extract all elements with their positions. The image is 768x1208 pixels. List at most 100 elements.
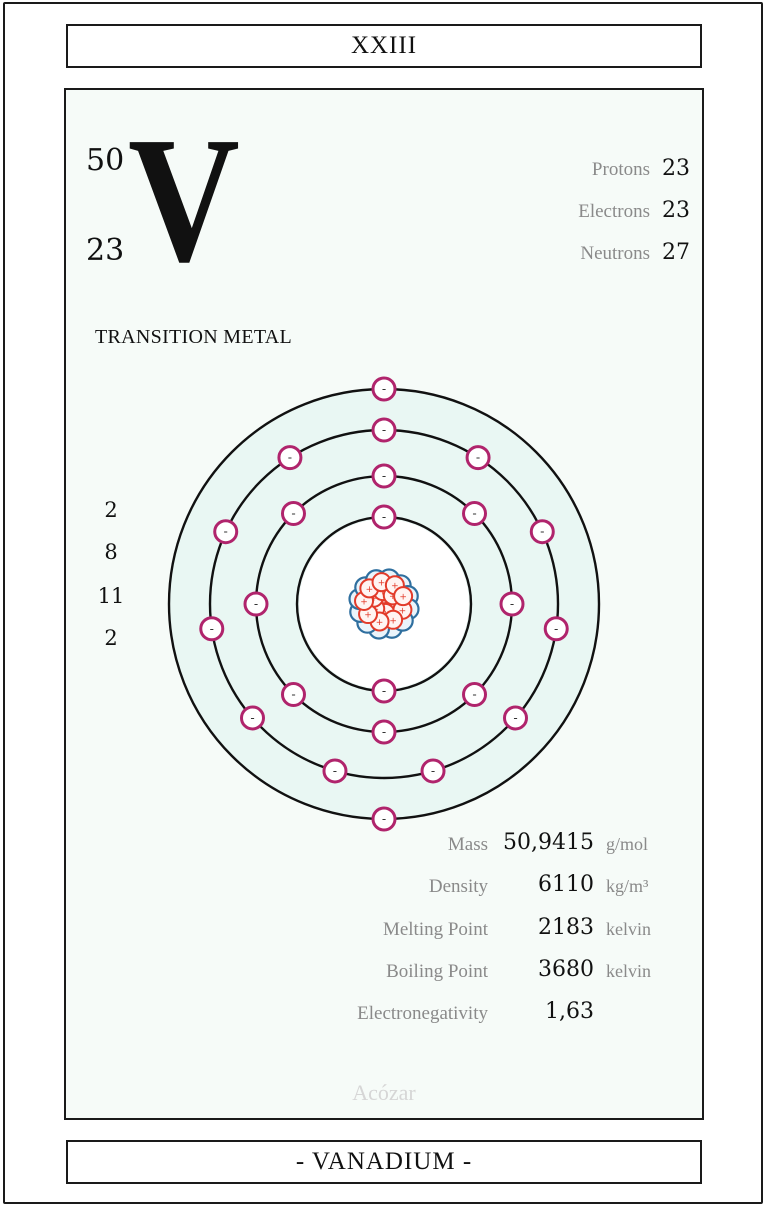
particle-value: 27 (662, 240, 690, 265)
proton (393, 586, 414, 607)
electron (371, 504, 397, 530)
electron-charge: - (291, 688, 295, 702)
property-unit: g/mol (606, 834, 649, 854)
property-row-boiling-point: Boiling Point 3680 kelvin (300, 957, 680, 987)
electron-charge: - (472, 506, 476, 520)
property-value: 1,63 (545, 999, 594, 1024)
electron (371, 376, 397, 402)
shell-count: 11 (97, 584, 125, 608)
proton-charge: + (376, 618, 384, 628)
particle-row-electrons: Electrons 23 (578, 198, 690, 223)
electron (371, 463, 397, 489)
electron (371, 719, 397, 745)
electron (462, 682, 488, 708)
electron-charge: - (288, 451, 292, 465)
shell-count: 2 (104, 498, 118, 522)
property-value: 3680 (538, 957, 594, 982)
property-unit: kelvin (606, 919, 651, 939)
property-value: 2183 (538, 915, 594, 940)
electron (239, 705, 265, 731)
electron (371, 678, 397, 704)
proton-charge: + (379, 588, 387, 598)
electron (529, 519, 555, 545)
electron (280, 682, 306, 708)
electron-charge: - (382, 423, 386, 437)
proton-charge: + (378, 579, 386, 589)
electron-charge: - (382, 469, 386, 483)
card-number: XXIII (350, 32, 418, 59)
electron-charge: - (382, 510, 386, 524)
electron (462, 500, 488, 526)
electron (243, 591, 269, 617)
property-label: Mass (447, 834, 488, 855)
proton-charge: + (399, 606, 407, 616)
electron (499, 591, 525, 617)
property-label: Density (428, 876, 488, 897)
particle-label: Neutrons (580, 243, 650, 264)
electron-charge: - (510, 597, 514, 611)
property-row-electronegativity: Electronegativity 1,63 (300, 999, 680, 1029)
electron (280, 500, 306, 526)
particle-value: 23 (662, 198, 690, 223)
electron-charge: - (382, 725, 386, 739)
proton-charge: + (360, 597, 368, 607)
property-label: Boiling Point (386, 961, 488, 982)
shell-count: 2 (104, 626, 118, 650)
particle-label: Electrons (578, 201, 650, 222)
particle-value: 23 (662, 156, 690, 181)
bohr-atom-diagram: ++++++++++++++++----------------------- (167, 376, 601, 832)
element-name: - VANADIUM - (295, 1148, 473, 1175)
electron (465, 445, 491, 471)
electron (322, 758, 348, 784)
property-unit: kelvin (606, 961, 651, 981)
card-outer-frame (3, 2, 763, 1204)
electron-charge: - (472, 688, 476, 702)
property-row-density: Density 6110 kg/m³ (300, 872, 680, 902)
proton-charge: + (399, 593, 407, 603)
atomic-number: 23 (86, 233, 125, 268)
electron-charge: - (476, 451, 480, 465)
proton-charge: + (364, 611, 372, 621)
author-signature: Acózar (352, 1080, 416, 1105)
electron-charge: - (382, 684, 386, 698)
property-unit: kg/m³ (606, 876, 649, 896)
electron-charge: - (291, 506, 295, 520)
electron (543, 616, 569, 642)
electron-charge: - (250, 711, 254, 725)
particle-row-neutrons: Neutrons 27 (580, 240, 690, 265)
particle-row-protons: Protons 23 (591, 156, 690, 181)
electron-charge: - (382, 812, 386, 826)
element-category: TRANSITION METAL (95, 326, 293, 348)
proton-charge: + (391, 582, 399, 592)
proton-charge: + (389, 592, 397, 602)
proton-charge: + (389, 616, 397, 626)
property-label: Melting Point (382, 919, 488, 940)
property-row-mass: Mass 50,9415 g/mol (300, 830, 680, 860)
electron (371, 417, 397, 443)
electron-charge: - (431, 764, 435, 778)
element-name-banner: - VANADIUM - (66, 1140, 702, 1184)
electron-charge: - (554, 622, 558, 636)
electron-charge: - (513, 711, 517, 725)
electron (371, 806, 397, 832)
electron-charge: - (254, 597, 258, 611)
property-label: Electronegativity (357, 1003, 488, 1024)
shell-count: 8 (104, 540, 118, 564)
element-symbol: V (128, 100, 240, 299)
electron-charge: - (382, 382, 386, 396)
property-value: 6110 (538, 872, 594, 897)
electron-charge: - (333, 764, 337, 778)
electron-charge: - (540, 525, 544, 539)
electron-charge: - (210, 622, 214, 636)
property-row-melting-point: Melting Point 2183 kelvin (300, 915, 680, 945)
electron (199, 616, 225, 642)
electron (213, 519, 239, 545)
electron (277, 445, 303, 471)
electron (503, 705, 529, 731)
particle-label: Protons (591, 159, 650, 180)
electron (420, 758, 446, 784)
card-number-banner: XXIII (66, 24, 702, 68)
mass-number: 50 (86, 143, 125, 178)
proton-charge: + (366, 585, 374, 595)
property-value: 50,9415 (503, 830, 594, 855)
